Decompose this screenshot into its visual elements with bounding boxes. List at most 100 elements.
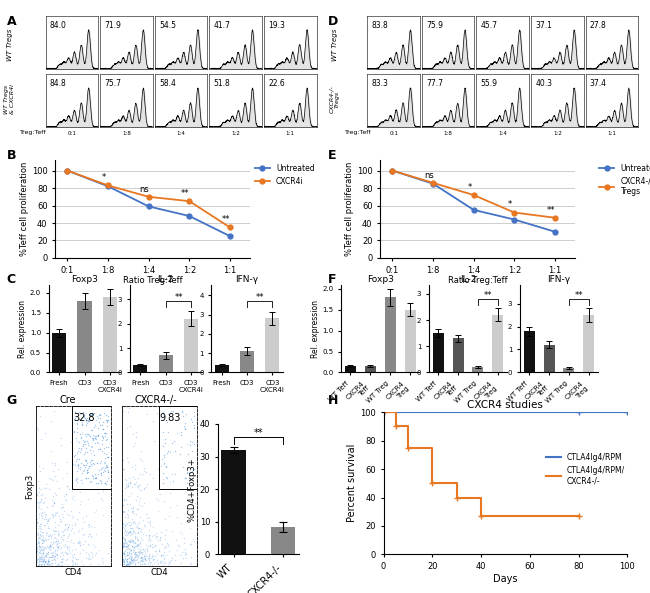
Point [80, 536, 90, 546]
Point [118, 549, 128, 558]
Point [31, 491, 42, 500]
X-axis label: CD4: CD4 [64, 568, 82, 577]
Point [192, 549, 202, 558]
Point [71, 474, 81, 484]
Point [124, 536, 135, 546]
Point [124, 557, 134, 566]
Point [83, 554, 94, 564]
Point [44, 541, 55, 550]
Bar [473, 367, 484, 372]
Point [192, 559, 202, 568]
Point [127, 541, 138, 551]
Point [32, 554, 43, 564]
Point [47, 491, 58, 500]
Point [135, 538, 145, 548]
Point [43, 549, 53, 559]
Point [34, 538, 44, 548]
Point [48, 476, 58, 485]
Point [38, 546, 48, 555]
Point [33, 536, 44, 546]
Point [96, 470, 107, 480]
Point [31, 557, 42, 566]
Point [74, 443, 85, 452]
Point [120, 560, 131, 570]
Point [49, 530, 59, 539]
Point [122, 560, 133, 569]
Point [127, 552, 137, 562]
Point [185, 524, 195, 533]
Point [105, 554, 116, 563]
Point [34, 412, 45, 421]
Point [51, 540, 61, 550]
Point [40, 428, 50, 438]
Point [83, 494, 94, 503]
Point [47, 555, 57, 565]
Bar [432, 333, 443, 372]
Point [61, 562, 72, 571]
Point [138, 484, 149, 493]
Point [98, 559, 108, 568]
Point [34, 546, 45, 555]
Point [124, 561, 134, 570]
CTLA4Ig4/RPM/
CXCR4-/- [380, 409, 387, 416]
Text: *: * [467, 183, 472, 192]
Point [52, 560, 62, 569]
Point [192, 479, 202, 488]
Point [105, 557, 116, 566]
Point [137, 553, 148, 562]
Point [35, 554, 46, 563]
Point [167, 406, 177, 416]
Point [33, 550, 44, 559]
Point [72, 436, 83, 445]
Point [172, 545, 182, 554]
Point [123, 559, 133, 568]
Point [36, 535, 47, 544]
Point [31, 528, 42, 537]
Point [79, 529, 90, 538]
Point [60, 539, 70, 549]
Point [98, 424, 109, 433]
Line: CXCR4i: CXCR4i [65, 168, 232, 230]
Point [73, 537, 83, 547]
Point [173, 540, 183, 550]
Point [178, 553, 188, 562]
Point [120, 525, 130, 534]
Point [40, 543, 51, 552]
Point [40, 520, 51, 530]
Bar [452, 339, 463, 372]
Point [180, 561, 190, 570]
Point [75, 548, 85, 557]
Point [88, 446, 98, 455]
Point [75, 463, 85, 472]
Point [66, 525, 77, 535]
Point [36, 508, 46, 518]
Point [45, 543, 55, 552]
Point [71, 433, 81, 443]
Point [145, 541, 155, 550]
Point [83, 520, 93, 530]
Point [100, 478, 110, 487]
Point [103, 442, 113, 452]
Point [168, 476, 178, 486]
Point [117, 490, 127, 499]
Point [92, 458, 103, 467]
Point [155, 556, 165, 566]
Point [36, 556, 47, 566]
Point [98, 463, 109, 472]
Point [96, 477, 106, 486]
Point [135, 547, 145, 557]
Point [80, 439, 90, 448]
Line: Untreated: Untreated [65, 168, 232, 238]
Point [77, 466, 88, 476]
Point [118, 506, 129, 515]
Point [98, 495, 108, 505]
Point [188, 439, 199, 448]
Point [98, 417, 108, 427]
Point [68, 538, 78, 547]
Point [132, 504, 142, 514]
Point [123, 559, 133, 569]
Point [36, 548, 46, 557]
Point [123, 511, 133, 520]
Point [47, 558, 57, 568]
Point [153, 559, 163, 569]
